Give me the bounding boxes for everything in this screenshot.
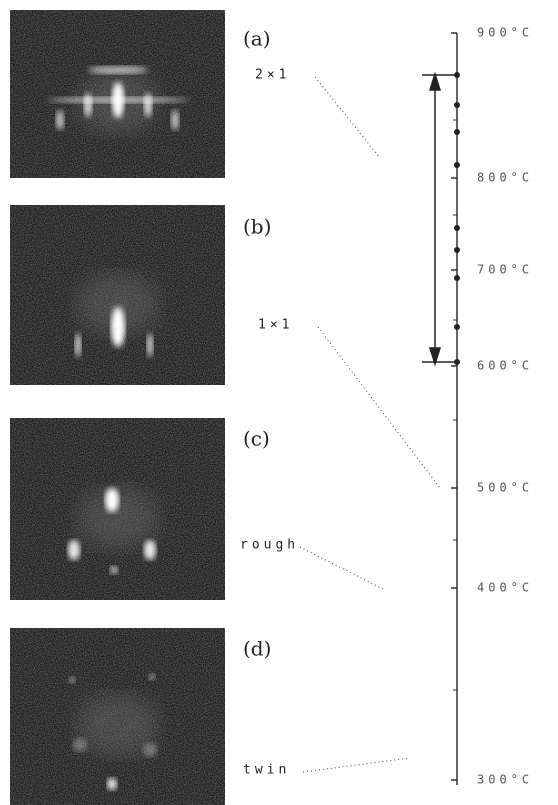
range-arrow <box>422 71 457 367</box>
axis-label: 300°C <box>477 773 533 787</box>
panel-label: (c) <box>243 427 270 451</box>
diffraction-spot <box>143 743 157 757</box>
measurement-dot <box>454 72 460 78</box>
diffraction-spot <box>69 677 75 683</box>
rheed-panels <box>10 10 225 805</box>
diffraction-spot <box>107 778 117 790</box>
diffraction-spot <box>48 97 188 103</box>
diffuse-glow <box>78 488 158 549</box>
axis-label: 600°C <box>477 359 533 373</box>
measurement-dot <box>454 225 460 231</box>
leader-line <box>317 326 441 489</box>
phase-label: rough <box>240 538 299 553</box>
panel-label: (d) <box>243 637 271 661</box>
axis-label: 700°C <box>477 263 533 277</box>
diffraction-spot <box>111 307 125 347</box>
measurement-dot <box>454 162 460 168</box>
axis-label: 400°C <box>477 581 533 595</box>
diffraction-spot <box>149 674 155 680</box>
diffraction-spot <box>84 93 92 117</box>
diffraction-spot <box>144 540 156 560</box>
diffraction-spot <box>88 66 148 74</box>
leader-line <box>299 546 386 591</box>
measurement-dot <box>454 275 460 281</box>
measurement-dot <box>454 129 460 135</box>
diffraction-spot <box>110 566 118 574</box>
diffraction-spot <box>147 333 153 357</box>
diffuse-glow <box>78 274 158 334</box>
diffraction-spot <box>75 333 81 357</box>
measurement-dot <box>454 359 460 365</box>
measurement-dot <box>454 247 460 253</box>
diffraction-spot <box>56 110 64 130</box>
diffraction-spot <box>144 93 152 117</box>
phase-label: 2×1 <box>255 68 290 83</box>
axis-label: 500°C <box>477 481 533 495</box>
diffraction-spot <box>171 110 179 130</box>
panel-label: (b) <box>243 215 271 239</box>
diffraction-spot <box>68 540 80 560</box>
diffuse-glow <box>78 695 158 756</box>
measurement-dot <box>454 324 460 330</box>
measurement-dot <box>454 102 460 108</box>
axis-label: 800°C <box>477 171 533 185</box>
axis-label: 900°C <box>477 26 533 40</box>
leader-line <box>314 76 381 159</box>
diffraction-spot <box>73 738 87 752</box>
phase-label: 1×1 <box>258 318 293 333</box>
panel-label: (a) <box>243 27 271 51</box>
leader-line <box>302 757 411 773</box>
diffraction-spot <box>105 488 119 512</box>
phase-label: twin <box>243 763 290 778</box>
